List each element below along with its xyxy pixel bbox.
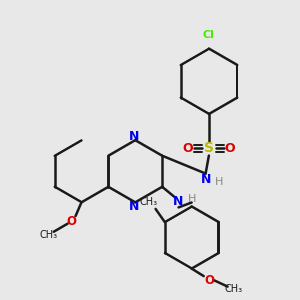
Text: S: S: [204, 141, 214, 155]
Text: Cl: Cl: [203, 30, 215, 40]
Text: CH₃: CH₃: [139, 197, 158, 207]
Text: N: N: [128, 200, 139, 213]
Text: O: O: [67, 215, 76, 229]
Text: CH₃: CH₃: [40, 230, 58, 240]
Text: CH₃: CH₃: [224, 284, 242, 294]
Text: N: N: [200, 173, 211, 186]
Text: O: O: [205, 274, 214, 286]
Text: N: N: [173, 195, 184, 208]
Text: O: O: [182, 142, 193, 155]
Text: H: H: [188, 194, 196, 204]
Text: H: H: [215, 177, 224, 187]
Text: O: O: [225, 142, 236, 155]
Text: N: N: [128, 130, 139, 143]
